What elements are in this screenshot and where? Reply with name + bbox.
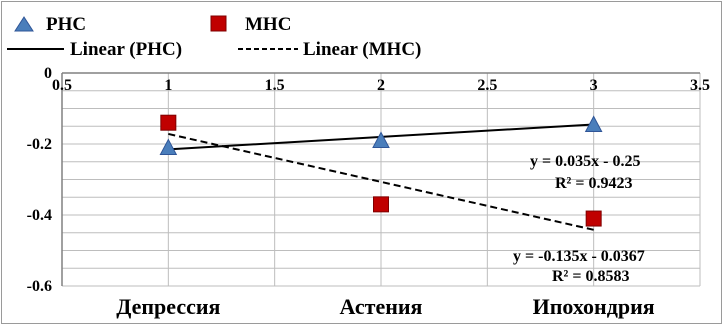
data-point-mhs [585, 210, 602, 227]
x-tick-label: 3 [590, 77, 598, 94]
legend: РНС МНС Linear (РНС) Linear (МНС) [7, 14, 421, 60]
legend-label-linear-mhs: Linear (МНС) [303, 39, 421, 60]
trend-equations: y = 0.035x - 0.25 R² = 0.9423 y = -0.135… [513, 153, 645, 285]
data-point-mhs [160, 114, 177, 131]
r2-mhs: R² = 0.8583 [552, 268, 629, 285]
y-tick-label: -0.6 [27, 278, 52, 295]
legend-label-mhs: МНС [245, 14, 291, 35]
legend-label-linear-rhs: Linear (РНС) [70, 39, 182, 60]
equation-rhs: y = 0.035x - 0.25 [530, 153, 640, 170]
legend-label-rhs: РНС [46, 14, 86, 35]
trendline-mhs [168, 132, 594, 231]
legend-marker-rhs [14, 16, 34, 32]
category-labels: Депрессия Астения Ипохондрия [116, 294, 655, 319]
category-label: Ипохондрия [533, 294, 655, 319]
x-tick-label: 0.5 [52, 77, 72, 94]
r2-rhs: R² = 0.9423 [555, 175, 632, 192]
y-tick-label: -0.2 [27, 136, 52, 153]
data-points [159, 114, 603, 227]
axes [61, 72, 700, 286]
tick-labels: 0.5 1 1.5 2 2.5 3 3.5 0 -0.2 -0.4 -0.6 [27, 65, 710, 295]
data-point-mhs [373, 196, 389, 213]
x-tick-label: 1.5 [265, 77, 285, 94]
y-tick-label: -0.4 [27, 207, 52, 224]
x-tick-label: 2.5 [477, 77, 497, 94]
equation-mhs: y = -0.135x - 0.0367 [513, 248, 645, 265]
data-point-rhs [584, 115, 603, 132]
data-point-rhs [372, 131, 390, 148]
y-tick-label: 0 [44, 65, 52, 82]
x-tick-label: 2 [377, 77, 385, 94]
x-tick-label: 3.5 [690, 77, 710, 94]
category-label: Астения [340, 294, 423, 319]
legend-marker-mhs [210, 15, 227, 32]
category-label: Депрессия [116, 294, 220, 319]
data-point-rhs [159, 138, 178, 156]
x-tick-label: 1 [164, 77, 172, 94]
